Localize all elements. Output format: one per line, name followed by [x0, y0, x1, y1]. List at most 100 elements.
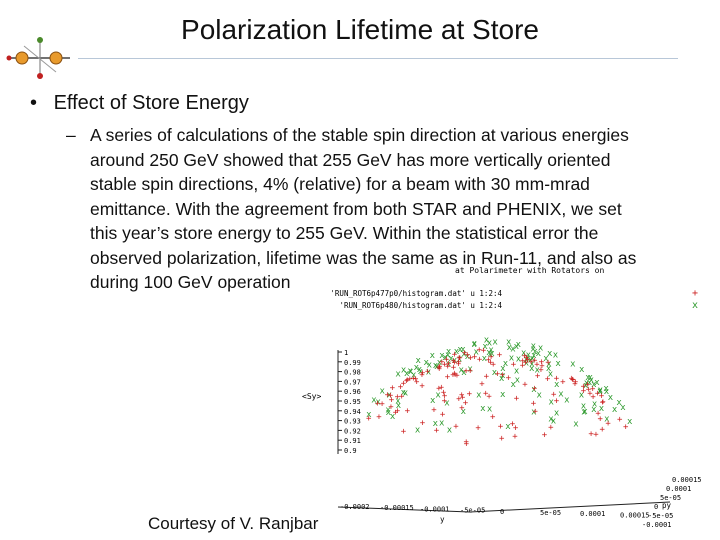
scatter-point-green: x: [581, 401, 587, 411]
scatter-point-red: +: [581, 387, 587, 397]
scatter-point-red: +: [401, 379, 407, 389]
scatter-point-green: x: [442, 353, 448, 363]
scatter-point-red: +: [445, 373, 451, 383]
scatter-point-red: +: [414, 378, 420, 388]
scatter-point-green: x: [554, 409, 560, 419]
scatter-point-red: +: [420, 418, 426, 428]
scatter-point-green: x: [573, 419, 579, 429]
scatter-point-green: x: [439, 418, 445, 428]
scatter-point-red: +: [531, 399, 537, 409]
body-line: emittance. With the agreement from both …: [90, 198, 622, 219]
scatter-point-red: +: [388, 391, 394, 401]
scatter-point-green: x: [616, 398, 622, 408]
scatter-point-green: x: [467, 364, 473, 374]
scatter-point-red: +: [506, 374, 512, 384]
scatter-point-red: +: [439, 357, 445, 367]
scatter-point-green: x: [570, 359, 576, 369]
body-line: this year’s store energy to 255 GeV. Wit…: [90, 223, 599, 243]
scatter-point-red: +: [451, 357, 457, 367]
scatter-point-green: x: [608, 393, 614, 403]
scatter-point-red: +: [587, 389, 593, 399]
scatter-point-green: x: [461, 349, 467, 359]
scatter-point-green: x: [415, 426, 421, 436]
scatter-point-green: x: [587, 378, 593, 388]
scatter-point-green: x: [457, 345, 463, 355]
scatter-point-green: x: [427, 361, 433, 371]
scatter-point-green: x: [375, 397, 381, 407]
scatter-point-green: x: [480, 404, 486, 414]
scatter-point-green: x: [536, 391, 542, 401]
scatter-point-red: +: [586, 385, 592, 395]
scatter-point-green: x: [476, 391, 482, 401]
scatter-point-green: x: [371, 396, 377, 406]
scatter-point-red: +: [389, 396, 395, 406]
body-line: stable spin directions, 4% (relative) fo…: [90, 174, 590, 194]
scatter-point-green: x: [528, 356, 534, 366]
rhic-logo: [6, 37, 70, 79]
scatter-point-green: x: [484, 335, 490, 345]
scatter-point-green: x: [407, 367, 413, 377]
scatter-point-green: x: [430, 351, 436, 361]
x-tick-label: -0.0002: [340, 503, 370, 511]
scatter-point-red: +: [488, 358, 494, 368]
spin-3d-plot: at Polarimeter with Rotators on 'RUN_ROT…: [302, 266, 702, 529]
z-tick-label: 0.94: [344, 408, 361, 416]
scatter-point-green: x: [547, 349, 553, 359]
x-tick-label: 0: [500, 508, 504, 516]
scatter-point-red: +: [570, 375, 576, 385]
scatter-point-red: +: [499, 434, 505, 444]
scatter-point-green: x: [499, 374, 505, 384]
bullet-text: Effect of Store Energy: [53, 92, 249, 114]
scatter-point-red: +: [405, 407, 411, 417]
scatter-point-red: +: [454, 371, 460, 381]
scatter-point-red: +: [463, 399, 469, 409]
scatter-point-green: x: [418, 367, 424, 377]
z-tick-label: 0.99: [344, 359, 361, 367]
scatter-point-green: x: [548, 397, 554, 407]
scatter-point-green: x: [492, 368, 498, 378]
scatter-point-red: +: [479, 380, 485, 390]
scatter-point-green: x: [514, 342, 520, 352]
scatter-point-green: x: [411, 371, 417, 381]
scatter-point-red: +: [463, 366, 469, 376]
scatter-point-red: +: [477, 355, 483, 365]
scatter-point-red: +: [452, 369, 458, 379]
scatter-point-red: +: [481, 346, 487, 356]
body-line: A series of calculations of the stable s…: [90, 125, 629, 145]
scatter-point-green: x: [435, 390, 441, 400]
scatter-point-red: +: [450, 370, 456, 380]
scatter-point-green: x: [582, 407, 588, 417]
scatter-point-green: x: [591, 405, 597, 415]
scatter-point-green: x: [482, 354, 488, 364]
credit-text: Courtesy of V. Ranjbar: [148, 514, 319, 533]
scatter-point-red: +: [452, 371, 458, 381]
scatter-point-green: x: [433, 419, 439, 429]
scatter-point-red: +: [513, 423, 519, 433]
z-axis-label: <Sy>: [302, 392, 321, 401]
scatter-point-green: x: [583, 381, 589, 391]
scatter-point-red: +: [542, 430, 548, 440]
scatter-point-green: x: [482, 342, 488, 352]
scatter-point-red: +: [595, 409, 601, 419]
scatter-point-red: +: [599, 392, 605, 402]
scatter-point-green: x: [446, 347, 452, 357]
scatter-point-green: x: [529, 360, 535, 370]
scatter-point-red: +: [442, 397, 448, 407]
scatter-point-red: +: [486, 356, 492, 366]
scatter-point-green: x: [548, 415, 554, 425]
scatter-point-red: +: [366, 414, 372, 424]
scatter-point-green: x: [553, 351, 559, 361]
scatter-point-green: x: [587, 373, 593, 383]
scatter-point-red: +: [376, 413, 382, 423]
scatter-point-red: +: [500, 370, 506, 380]
scatter-point-green: x: [396, 401, 402, 411]
scatter-point-red: +: [468, 354, 474, 364]
scatter-point-red: +: [434, 426, 440, 436]
scatter-point-red: +: [483, 389, 489, 399]
x-tick-label: 5e-05: [540, 509, 561, 517]
scatter-point-red: +: [390, 384, 396, 394]
scatter-point-red: +: [385, 390, 391, 400]
scatter-point-red: +: [464, 439, 470, 449]
scatter-point-red: +: [593, 430, 599, 440]
scatter-point-green: x: [516, 340, 522, 350]
